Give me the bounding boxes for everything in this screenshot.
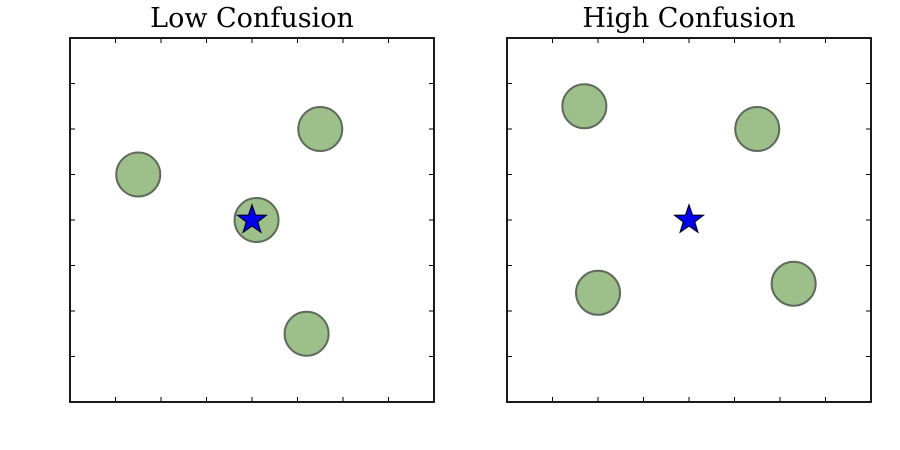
data-point-circle <box>297 106 344 152</box>
data-point-circle <box>770 260 817 307</box>
data-point-star <box>672 203 706 234</box>
chart-title-high-confusion: High Confusion <box>582 3 795 34</box>
data-point-circle <box>283 310 330 357</box>
data-point-circle <box>734 106 781 152</box>
panel-high-confusion: High Confusion <box>506 3 872 403</box>
chart-title-low-confusion: Low Confusion <box>150 3 354 34</box>
data-point-circle <box>561 83 608 130</box>
data-point-circle <box>575 269 621 316</box>
data-point-star <box>235 203 269 234</box>
panel-low-confusion: Low Confusion <box>69 3 435 403</box>
data-point-circle <box>115 151 162 198</box>
